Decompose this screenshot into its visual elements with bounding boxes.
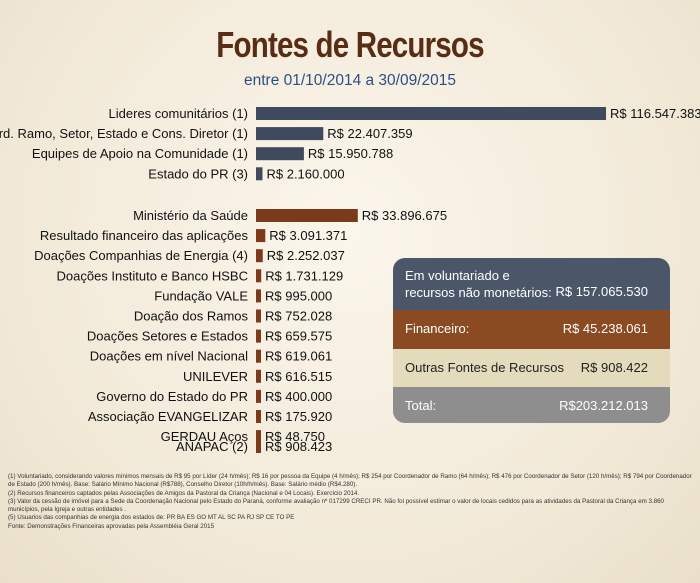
summary-total-label: Total: (405, 398, 437, 413)
bar-chart: Lideres comunitários (1) R$ 116.547.383 Co… (0, 106, 700, 454)
bar (256, 229, 266, 243)
bar-label: Doações Instituto e Banco HSBC (57, 268, 249, 283)
bar-label: Doações em nível Nacional (90, 349, 248, 364)
bar-label: Doações Companhias de Energia (4) (34, 248, 248, 263)
bar (256, 410, 261, 423)
bar-value-label: R$ 175.920 (265, 409, 332, 424)
bar-label: GERDAU Aços (161, 429, 249, 444)
summary-outras-row: Outras Fontes de Recursos R$ 908.422 (393, 349, 670, 387)
page-title: Fontes de Recursos (216, 24, 484, 65)
bar-value-label: R$ 619.061 (265, 349, 332, 364)
summary-financeiro-label: Financeiro: (405, 321, 470, 336)
bar (256, 269, 262, 283)
bar (256, 430, 261, 444)
bar (256, 349, 261, 363)
summary-total-value: R$203.212.013 (559, 398, 648, 413)
bar (256, 440, 261, 453)
bar (256, 249, 263, 263)
bar-value-label: R$ 33.896.675 (362, 208, 447, 223)
summary-financeiro-value: R$ 45.238.061 (562, 321, 648, 336)
bar (256, 107, 606, 120)
bar-value-label: R$ 995.000 (265, 288, 332, 303)
footnote: (3) Valor da cessão de imóvel para a Sed… (8, 497, 664, 514)
bar-value-label: R$ 3.091.371 (269, 228, 347, 243)
bar-label: Coord. Ramo, Setor, Estado e Cons. Diret… (0, 126, 248, 141)
bar-value-label: R$ 2.252.037 (267, 248, 345, 263)
bar-label: Associação EVANGELIZAR (88, 409, 248, 424)
summary-total-row: Total: R$203.212.013 (393, 387, 670, 423)
footnote: Fonte: Demonstrações Financeiras aprovad… (8, 522, 215, 530)
footnotes: (1) Voluntariado, considerando valores m… (8, 473, 694, 531)
bar (256, 209, 358, 222)
summary-voluntariado-value: R$ 157.065.530 (555, 284, 648, 299)
summary-outras-value: R$ 908.422 (580, 360, 648, 375)
bar-label: Lideres comunitários (1) (109, 106, 248, 121)
bar (256, 389, 261, 403)
bar (256, 289, 261, 303)
bar-label: ANAPAC (2) (176, 439, 248, 454)
summary-financeiro-row: Financeiro: R$ 45.238.061 (393, 310, 670, 349)
footnote: (1) Voluntariado, considerando valores m… (8, 473, 692, 489)
bar-label: Equipes de Apoio na Comunidade (1) (32, 146, 248, 161)
bar-value-label: R$ 48.750 (265, 429, 325, 444)
bar (256, 309, 261, 323)
summary-voluntariado-row: Em voluntariado e recursos não monetário… (393, 258, 670, 310)
bar-label: Doações Setores e Estados (87, 329, 249, 344)
bar-value-label: R$ 116.547.383 (610, 106, 700, 121)
bar-label: Governo do Estado do PR (96, 389, 248, 404)
bar (256, 147, 304, 161)
bar (256, 329, 261, 343)
bar-value-label: R$ 1.731.129 (265, 268, 343, 283)
bar (256, 167, 263, 181)
page-subtitle: entre 01/10/2014 a 30/09/2015 (243, 72, 457, 89)
bar-value-label: R$ 616.515 (265, 369, 332, 384)
bar-value-label: R$ 15.950.788 (308, 146, 393, 161)
bar-label: UNILEVER (183, 369, 248, 384)
bar (256, 369, 261, 383)
bar-value-label: R$ 22.407.359 (327, 126, 412, 141)
bar-label: Ministério da Saúde (133, 208, 248, 223)
summary-outras-label: Outras Fontes de Recursos (405, 360, 564, 375)
bar-label: Doação dos Ramos (134, 309, 249, 324)
bar-value-label: R$ 659.575 (265, 329, 332, 344)
summary-voluntariado-label: Em voluntariado e recursos não monetário… (405, 268, 552, 300)
bar-value-label: R$ 908.423 (265, 439, 332, 454)
footnote: (2) Recursos financeiros captados pelas … (8, 489, 360, 497)
bar-label: Resultado financeiro das aplicações (40, 228, 249, 243)
bar (256, 127, 324, 141)
bar-label: Estado do PR (3) (148, 166, 248, 181)
bar-value-label: R$ 400.000 (265, 389, 332, 404)
bar-value-label: R$ 2.160.000 (266, 166, 344, 181)
footnote: (5) Usuarios das companhias de energia d… (8, 514, 295, 522)
summary-panel: Em voluntariado e recursos não monetário… (393, 258, 670, 423)
bar-value-label: R$ 752.028 (265, 309, 332, 324)
bar-label: Fundação VALE (154, 288, 248, 303)
